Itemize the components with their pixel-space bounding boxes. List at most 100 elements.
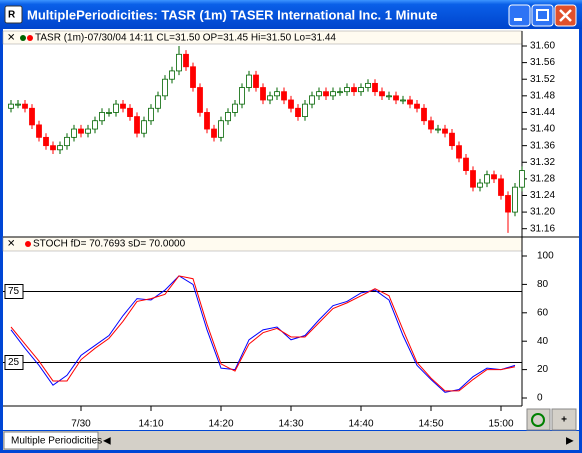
add-button[interactable]: + (551, 408, 577, 431)
refresh-button[interactable] (526, 408, 551, 431)
tab[interactable] (3, 431, 99, 450)
candle-body (463, 157, 469, 171)
candle-body (309, 95, 315, 105)
y-tick-label: 20 (537, 364, 549, 375)
candle-body (295, 107, 301, 117)
candle-body (176, 53, 182, 72)
candle-body (512, 186, 518, 213)
candle-body (358, 87, 364, 93)
candle-body (477, 182, 483, 188)
scroll-left[interactable]: ◀ (103, 436, 111, 447)
app-icon (4, 5, 23, 24)
close-button[interactable] (554, 4, 577, 27)
y-tick-label: 31.20 (530, 207, 555, 218)
reference-label: 25 (8, 357, 20, 368)
candle-body (155, 95, 161, 109)
candle-body (78, 128, 84, 134)
scroll-right[interactable]: ▶ (566, 436, 574, 447)
y-tick-label: 31.56 (530, 57, 555, 68)
candle-body (204, 112, 210, 130)
candle-body (267, 95, 273, 101)
candle-body (302, 103, 308, 117)
candle-body (449, 132, 455, 147)
candle-body (470, 170, 476, 188)
maximize-button[interactable] (531, 4, 554, 27)
y-tick-label: 31.44 (530, 107, 555, 118)
candle-body (491, 174, 497, 180)
candle-body (29, 107, 35, 126)
candle-body (232, 103, 238, 113)
y-tick-label: 60 (537, 307, 549, 318)
candle-body (414, 103, 420, 109)
candle-body (22, 103, 28, 109)
reference-label-box (4, 284, 24, 299)
candle-body (197, 87, 203, 113)
x-tick-label: 14:40 (348, 419, 373, 430)
pane-close[interactable]: ✕ (7, 33, 15, 44)
x-tick-label: 14:10 (138, 419, 163, 430)
candle-body (407, 99, 413, 105)
candle-body (400, 99, 406, 102)
plots: 31.60 31.56 31.52 31.48 31.44 31.40 31.36 31.32… (3, 41, 555, 430)
candle-body (15, 103, 21, 106)
y-tick-label: 31.24 (530, 190, 555, 201)
svg-text:+: + (561, 415, 567, 426)
title-bar (0, 0, 582, 29)
candle-body (428, 120, 434, 130)
candle-body (64, 136, 70, 147)
candle-body (43, 136, 49, 147)
stoch-header-text: STOCH fD= 70.7693 sD= 70.0000 (33, 239, 186, 250)
minimize-button[interactable] (508, 4, 531, 27)
x-tick-label: 14:30 (278, 419, 303, 430)
candle-body (505, 195, 511, 213)
y-tick-label: 31.40 (530, 124, 555, 135)
candle-body (372, 82, 378, 93)
candle-body (106, 112, 112, 114)
candle-body (8, 103, 14, 109)
candle-body (169, 70, 175, 80)
reference-label: 75 (8, 286, 20, 297)
candle-body (141, 120, 147, 134)
reference-label-box (4, 355, 24, 370)
candle-body (253, 74, 259, 88)
legend-dot (20, 35, 26, 41)
tab-bar (3, 431, 579, 450)
candle-body (519, 170, 525, 188)
candle-body (393, 95, 399, 101)
candle-body (435, 128, 441, 131)
candle-body (134, 116, 140, 134)
candle-body (85, 128, 91, 134)
y-tick-label: 31.36 (530, 140, 555, 151)
candle-body (148, 107, 154, 122)
y-tick-label: 31.16 (530, 223, 555, 234)
candle-body (330, 91, 336, 97)
candle-body (498, 178, 504, 196)
candle-body (99, 112, 105, 122)
candle-body (274, 91, 280, 97)
window-title: MultiplePeriodicities: TASR (1m) TASER I… (27, 7, 438, 22)
y-tick-label: 80 (537, 279, 549, 290)
candle-body (281, 91, 287, 101)
candle-body (162, 78, 168, 97)
tab-label[interactable]: Multiple Periodicities (11, 436, 102, 447)
x-tick-label: 14:50 (418, 419, 443, 430)
x-tick-label: 15:00 (488, 419, 513, 430)
y-tick-label: 40 (537, 336, 549, 347)
candle-body (442, 128, 448, 134)
legend-dot (25, 241, 31, 247)
pane-close[interactable]: ✕ (7, 239, 15, 250)
candle-body (484, 174, 490, 184)
candle-body (36, 124, 42, 138)
candle-body (386, 95, 392, 98)
candle-body (183, 53, 189, 68)
candle-body (113, 103, 119, 113)
series-line (10, 275, 516, 393)
y-tick-label: 0 (537, 393, 543, 404)
candle-body (456, 145, 462, 159)
candle-body (344, 87, 350, 93)
candle-body (71, 128, 77, 138)
x-tick-label: 14:20 (208, 419, 233, 430)
candle-body (211, 128, 217, 138)
candle-body (316, 91, 322, 97)
